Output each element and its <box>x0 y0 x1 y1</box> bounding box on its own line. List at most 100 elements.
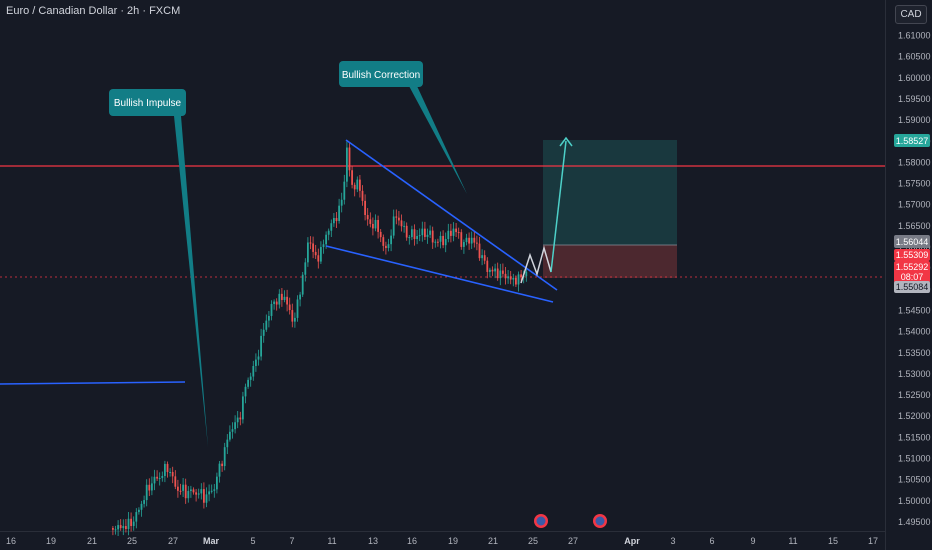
candle-body <box>119 525 122 529</box>
candle-body <box>192 489 195 493</box>
wedge-upper-line[interactable] <box>345 139 558 291</box>
candle-body <box>369 219 372 224</box>
price-tick-label: 1.54500 <box>898 305 931 315</box>
candle-body <box>135 512 138 522</box>
candle-body <box>234 422 236 430</box>
price-label-a: 1.55309 <box>896 250 929 260</box>
candle-body <box>317 255 320 262</box>
price-tick-label: 1.50000 <box>898 496 931 506</box>
candle-body <box>486 260 489 272</box>
candlestick-series <box>112 141 528 537</box>
candle-body <box>320 247 322 262</box>
correction-label: Bullish Correction <box>342 70 420 81</box>
candle-body <box>275 301 278 305</box>
time-tick-label: 6 <box>709 536 714 546</box>
last-price-tag <box>894 261 930 283</box>
candle-body <box>509 276 512 280</box>
candle-body <box>156 476 158 479</box>
time-tick-label: 16 <box>407 536 417 546</box>
candle-body <box>278 293 281 305</box>
candle-body <box>257 356 260 360</box>
candle-body <box>244 386 247 397</box>
entry-price-tag <box>894 235 930 248</box>
candle-body <box>223 447 226 467</box>
candle-body <box>426 234 429 237</box>
candle-body <box>408 237 411 239</box>
candle-body <box>374 219 377 229</box>
economic-event-icon[interactable] <box>534 514 548 528</box>
candle-body <box>512 277 515 280</box>
candle-body <box>400 220 403 227</box>
candle-body <box>304 262 307 275</box>
time-tick-label: 19 <box>448 536 458 546</box>
candle-body <box>307 242 309 263</box>
time-tick-label: Mar <box>203 536 220 546</box>
economic-event-icon[interactable] <box>593 514 607 528</box>
price-tag-a <box>894 249 930 261</box>
impulse-pointer <box>174 116 208 447</box>
candle-body <box>268 315 270 321</box>
candle-body <box>496 268 499 279</box>
candle-body <box>340 199 343 206</box>
candle-body <box>476 242 478 244</box>
candle-body <box>447 230 450 240</box>
candle-body <box>385 245 387 249</box>
support-trendline[interactable] <box>0 381 186 385</box>
candle-body <box>395 216 398 218</box>
candle-body <box>161 475 164 478</box>
time-tick-label: 5 <box>250 536 255 546</box>
time-axis[interactable]: 16 19 21 25 27 Mar 5 7 11 13 16 19 21 25 27 Apr 3 6 9 11 15 1… <box>6 536 878 546</box>
projection-zigzag <box>520 245 552 284</box>
candle-body <box>249 376 252 380</box>
loss-zone[interactable] <box>543 245 677 278</box>
candle-body <box>270 303 273 316</box>
time-tick-label: 27 <box>168 536 178 546</box>
time-tick-label: 13 <box>368 536 378 546</box>
candle-body <box>252 365 255 377</box>
candle-body <box>468 237 470 244</box>
candle-body <box>203 489 205 503</box>
currency-button[interactable]: CAD <box>895 5 927 24</box>
candle-body <box>434 241 437 243</box>
price-tick-label: 1.57500 <box>898 179 931 189</box>
candle-body <box>366 215 369 220</box>
price-axis[interactable]: 1.61000 1.60500 1.60000 1.59500 1.59000 1.585… <box>898 31 931 527</box>
candle-body <box>299 294 301 300</box>
candle-body <box>460 232 463 247</box>
symbol-title[interactable]: Euro / Canadian Dollar · 2h · FXCM <box>6 5 181 17</box>
candle-body <box>333 218 335 224</box>
candle-body <box>398 217 400 221</box>
wedge-lower-line[interactable] <box>325 245 554 303</box>
last-price-label: 1.55292 <box>896 262 929 272</box>
candle-body <box>452 228 455 236</box>
profit-zone[interactable] <box>543 140 677 245</box>
candle-body <box>437 241 439 243</box>
projection-arrow-head <box>559 136 573 147</box>
candle-body <box>499 270 502 279</box>
candle-body <box>478 243 481 259</box>
candle-body <box>403 225 405 227</box>
candle-body <box>439 235 442 242</box>
candle-body <box>182 484 184 491</box>
candle-body <box>343 181 346 200</box>
candle-body <box>312 243 314 252</box>
impulse-label-box[interactable] <box>109 89 186 116</box>
candle-body <box>470 237 473 244</box>
candle-body <box>283 296 286 300</box>
candle-body <box>177 486 179 491</box>
candle-body <box>200 489 203 494</box>
correction-label-box[interactable] <box>339 61 423 87</box>
candle-body <box>359 179 361 191</box>
candle-body <box>143 500 145 504</box>
candle-body <box>309 242 312 244</box>
candle-body <box>117 525 119 530</box>
candle-body <box>348 147 351 171</box>
time-tick-label: 16 <box>6 536 16 546</box>
candle-body <box>520 274 522 278</box>
candle-body <box>314 251 317 256</box>
price-tick-label: 1.56500 <box>898 221 931 231</box>
time-tick-label: 25 <box>528 536 538 546</box>
candle-body <box>226 439 229 448</box>
candle-body <box>231 429 234 432</box>
